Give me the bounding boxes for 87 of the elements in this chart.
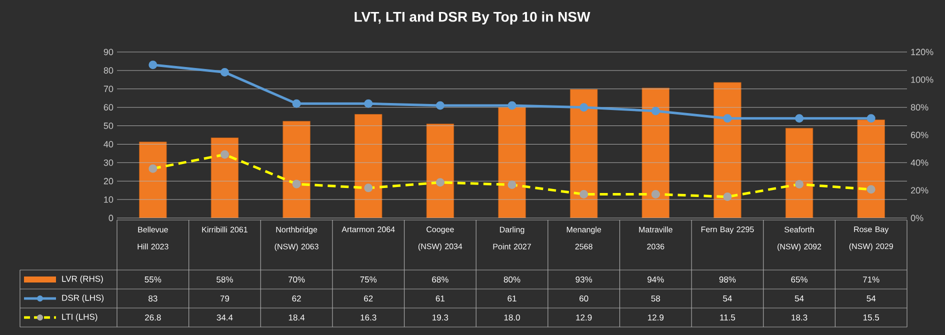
bar	[857, 120, 885, 218]
point	[508, 101, 516, 110]
x-tick-label: Rose Bay (NSW) 2029	[849, 226, 893, 251]
point	[364, 99, 373, 108]
x-tick-label: Artarmon 2064	[342, 226, 395, 232]
category-label: Seaforth (NSW) 2092	[778, 226, 822, 251]
data-label: 60	[580, 295, 588, 302]
data-label: 93%	[576, 276, 592, 283]
data-label: 12.9	[648, 314, 664, 321]
point	[220, 68, 229, 77]
x-tick-label: Darling Point 2027	[493, 226, 531, 250]
data-label: 68%	[432, 276, 448, 283]
data-label: 11.5	[720, 314, 736, 320]
bar	[354, 114, 382, 218]
category-label: Menangle 2568	[566, 226, 602, 250]
bar	[785, 128, 814, 218]
data-label: 16.3	[360, 314, 376, 321]
y-tick-label: 90	[104, 48, 114, 56]
point	[866, 114, 876, 123]
point	[580, 103, 588, 112]
chart-title: LVT, LTI and DSR By Top 10 in NSW	[354, 11, 590, 25]
category-label: Bellevue Hill 2023	[138, 226, 168, 250]
data-label: 75%	[360, 276, 377, 282]
data-label: 79	[220, 295, 230, 302]
point	[795, 114, 804, 123]
data-label: 61	[436, 295, 444, 302]
data-label: 94%	[648, 276, 664, 283]
data-label: 34.4	[216, 314, 233, 321]
legend-label: DSR (LHS)	[62, 294, 104, 302]
data-label: 54	[723, 296, 732, 302]
data-label: 19.3	[432, 314, 448, 321]
data-label: 58%	[216, 276, 233, 283]
bar	[642, 88, 670, 218]
bar	[570, 89, 598, 218]
y2-tick-label: 60%	[910, 132, 928, 138]
y-tick-label: 20	[104, 178, 114, 184]
data-label: 54	[794, 296, 804, 302]
y-tick-label: 0	[108, 214, 114, 222]
data-label: 71%	[863, 276, 880, 282]
y-tick-label: 80	[104, 67, 114, 74]
bar	[282, 120, 310, 218]
bar	[139, 142, 167, 218]
y-tick-label: 40	[104, 141, 114, 148]
x-tick-label: Fern Bay 2295	[701, 226, 754, 234]
y-tick-label: 10	[104, 196, 114, 203]
data-label: 62	[292, 295, 301, 302]
data-label: 61	[508, 295, 516, 302]
data-label: 58	[651, 295, 660, 302]
x-tick-label: Coogee (NSW) 2034	[418, 226, 462, 251]
data-label: 54	[866, 296, 876, 302]
y-tick-label: 50	[104, 122, 114, 129]
data-label: 18.0	[504, 314, 520, 321]
data-label: 18.3	[792, 314, 808, 321]
data-label: 80%	[504, 276, 520, 283]
y2-tick-label: 80%	[910, 104, 928, 111]
y-tick-label: 30	[104, 159, 114, 166]
data-label: 83	[148, 295, 158, 302]
point	[436, 101, 444, 110]
data-label: 15.5	[863, 314, 880, 320]
y2-tick-label: 100%	[911, 76, 934, 83]
point	[723, 114, 732, 123]
bar	[714, 82, 742, 218]
point	[292, 99, 301, 108]
y2-tick-label: 20%	[910, 187, 928, 194]
x-tick-label: Kirribilli 2061	[202, 226, 248, 232]
bar	[426, 124, 454, 218]
bar	[210, 138, 239, 218]
data-label: 70%	[288, 276, 305, 283]
y2-tick-label: 0%	[910, 214, 924, 222]
data-label: 18.4	[288, 314, 305, 321]
data-label: 62	[364, 295, 373, 302]
bar	[498, 107, 526, 218]
point	[651, 106, 660, 116]
y2-tick-label: 40%	[910, 159, 928, 166]
x-tick-label: Northbridge (NSW) 2063	[274, 226, 318, 251]
data-label: 98%	[719, 276, 736, 283]
data-label: 26.8	[145, 314, 161, 321]
data-label: 12.9	[576, 314, 592, 321]
category-label: Matraville 2036	[639, 226, 672, 250]
data-label: 65%	[791, 276, 808, 283]
point	[148, 60, 158, 70]
data-label: 55%	[144, 276, 162, 282]
legend-label: LTI (LHS)	[62, 314, 98, 322]
y-tick-label: 70	[104, 86, 114, 92]
legend-label: LVR (RHS)	[62, 276, 103, 284]
y2-tick-label: 120%	[911, 48, 934, 56]
y-tick-label: 60	[104, 104, 114, 111]
